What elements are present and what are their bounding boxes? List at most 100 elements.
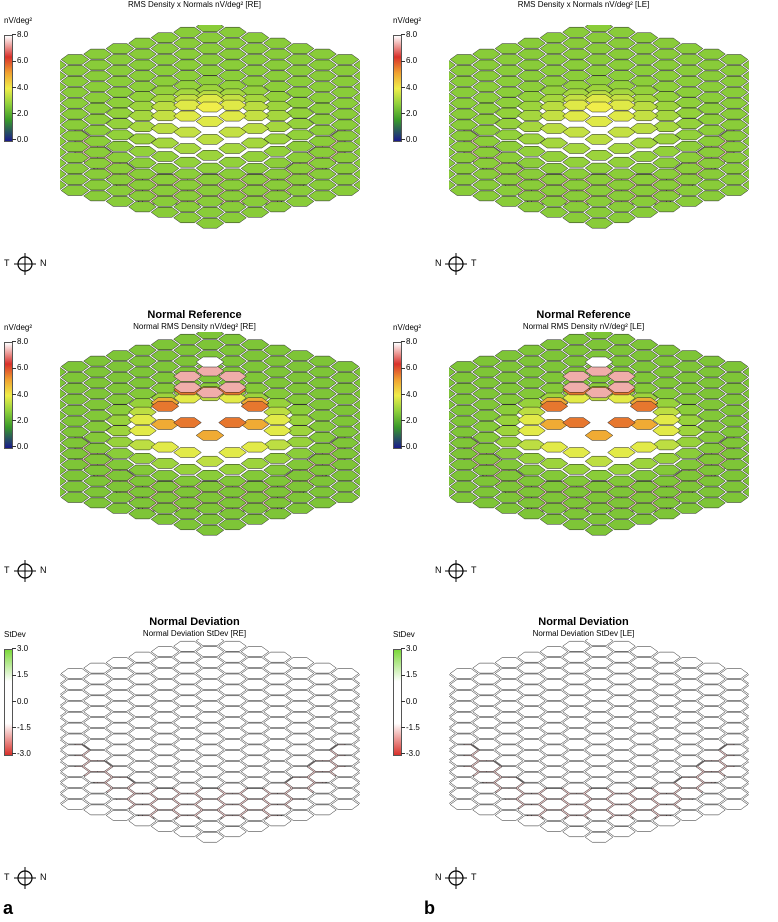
hexagon-cell xyxy=(652,684,681,696)
hexagon-cell xyxy=(719,470,749,481)
hexagon-cell xyxy=(607,497,636,509)
hexagon-cell xyxy=(83,486,112,498)
hexagon-cell xyxy=(517,377,546,389)
hexagon-cell xyxy=(539,492,569,503)
hexagon-cell xyxy=(218,417,247,428)
hexagon-cell xyxy=(60,108,90,120)
hexagon-cell xyxy=(330,733,360,745)
hexagon-cell xyxy=(517,168,546,180)
hexagon-cell xyxy=(539,503,569,514)
hexagon-cell xyxy=(308,103,337,114)
hexagon-cell xyxy=(674,185,704,196)
hexagon-cell xyxy=(263,37,292,49)
compass-right-label: T xyxy=(471,872,477,882)
hexagon-cell xyxy=(539,711,569,723)
hexagon-cell xyxy=(105,777,135,788)
hexagon-cell xyxy=(60,415,90,427)
hexagon-cell xyxy=(629,32,659,43)
hexagon-cell xyxy=(240,492,270,503)
hexagon-cell xyxy=(173,706,202,717)
hexagon-cell xyxy=(539,151,569,162)
hexagon-cell xyxy=(584,657,614,668)
hexagon-cell xyxy=(449,448,479,460)
hexagon-cell xyxy=(742,103,749,114)
hexagon-cell xyxy=(308,475,337,487)
hexagon-cell xyxy=(173,156,202,168)
hexagon-cell xyxy=(719,492,749,503)
hexagon-cell xyxy=(195,492,225,503)
hexagon-cell xyxy=(472,497,501,509)
hexagon-cell xyxy=(128,750,157,761)
hexagon-cell xyxy=(449,174,479,185)
hexagon-cell xyxy=(539,196,569,207)
hexagon-cell xyxy=(173,826,202,838)
hexagon-cell xyxy=(517,110,546,122)
hexagon-cell xyxy=(607,739,636,750)
hexagon-cell xyxy=(607,143,636,154)
hexagon-cell xyxy=(128,453,157,464)
hexagon-cell xyxy=(240,503,270,514)
hexagon-cell xyxy=(195,65,225,76)
hexagon-cell xyxy=(218,826,247,838)
hexagon-cell xyxy=(150,481,180,492)
hexagon-cell xyxy=(719,415,749,427)
hexagon-cell xyxy=(494,733,524,745)
hexagon-cell xyxy=(652,59,681,71)
hexagon-cell xyxy=(150,514,180,525)
hexagon-cell xyxy=(105,492,135,503)
hexagon-cell xyxy=(449,383,479,394)
compass-left-label: T xyxy=(4,258,10,268)
hexagon-cell xyxy=(517,453,546,464)
hexagon-cell xyxy=(150,361,180,372)
hexagon-cell xyxy=(285,76,315,87)
hexagon-cell xyxy=(562,793,591,805)
hexagon-cell xyxy=(449,393,479,405)
hexagon-cell xyxy=(263,157,292,169)
hexagon-cell xyxy=(494,810,524,821)
hexagon-cell xyxy=(195,821,225,832)
hexagon-cell xyxy=(105,657,135,668)
compass-left-label: N xyxy=(435,258,442,268)
hexagon-cell xyxy=(285,372,315,383)
hexagon-cell xyxy=(494,503,524,514)
hexagon-cell xyxy=(105,185,135,196)
hexagon-cell xyxy=(719,700,749,712)
hexagon-cell xyxy=(128,695,157,707)
hexagon-cell xyxy=(330,65,360,76)
hexagon-cell xyxy=(83,388,112,400)
hexagon-cell xyxy=(629,777,659,788)
hexagon-cell xyxy=(150,470,180,481)
hexagon-cell xyxy=(240,821,270,832)
hexagon-cell xyxy=(629,350,659,361)
hexagon-cell xyxy=(263,59,292,71)
hexagon-cell xyxy=(128,190,157,202)
crosshair-icon xyxy=(14,867,36,889)
panel-subtitle: RMS Density x Normals nV/deg² [RE] xyxy=(128,0,261,9)
hexagon-cell xyxy=(697,728,726,739)
hexagon-field-surface xyxy=(449,639,749,843)
hexagon-cell xyxy=(330,700,360,712)
hexagon-cell xyxy=(629,339,659,350)
hexagon-cell xyxy=(517,439,546,451)
hexagon-cell xyxy=(629,503,659,514)
hexagon-cell xyxy=(742,487,749,497)
hexagon-cell xyxy=(697,366,726,378)
hexagon-cell xyxy=(517,651,546,663)
hexagon-cell xyxy=(742,410,749,421)
hexagon-cell xyxy=(494,668,524,679)
hexagon-cell xyxy=(263,453,292,464)
hexagon-cell xyxy=(584,65,614,76)
hexagon-cell xyxy=(472,114,501,125)
hexagon-cell xyxy=(584,744,614,756)
hexagon-cell xyxy=(539,766,569,778)
hexagon-cell xyxy=(697,443,726,454)
hexagon-cell xyxy=(539,110,569,122)
hexagon-cell xyxy=(263,673,292,685)
hexagon-cell xyxy=(60,799,90,810)
hexagon-cell xyxy=(697,410,726,421)
hexagon-cell xyxy=(472,717,501,728)
hexagon-cell xyxy=(105,668,135,679)
hexagon-cell xyxy=(494,690,524,701)
hexagon-cell xyxy=(60,695,67,706)
hexagon-cell xyxy=(629,657,659,668)
